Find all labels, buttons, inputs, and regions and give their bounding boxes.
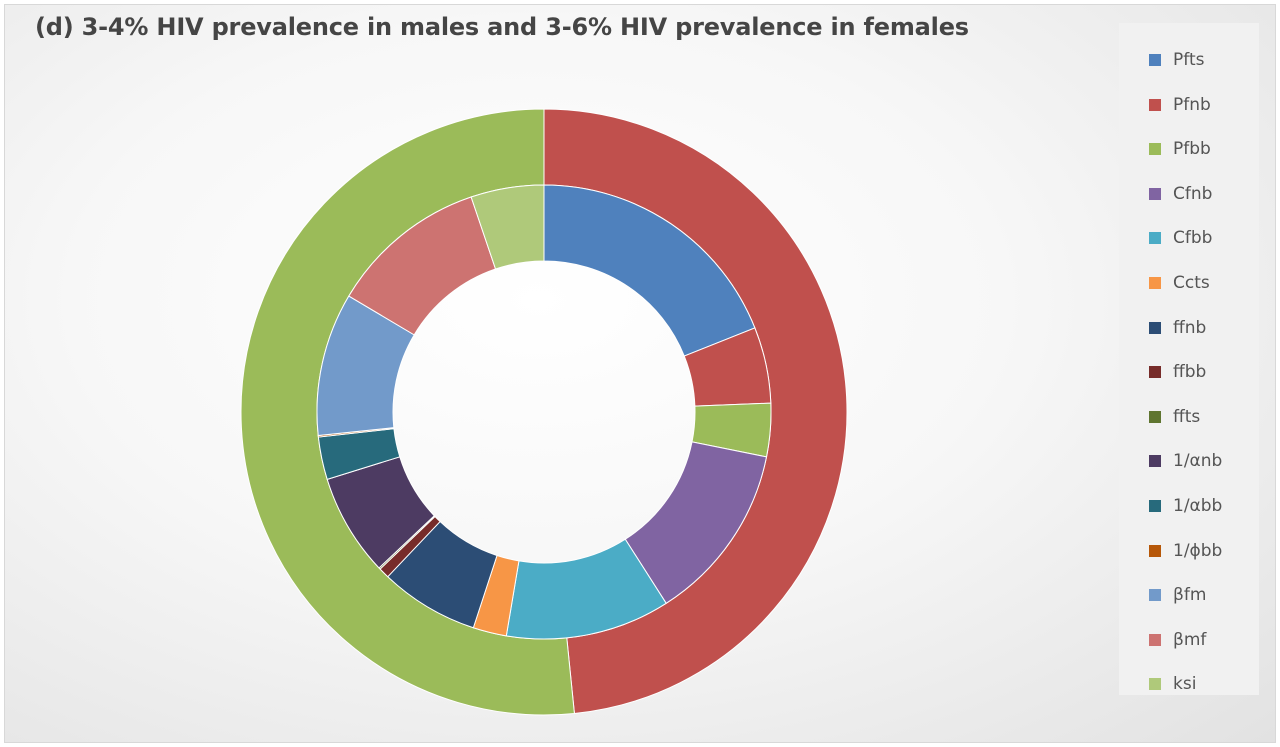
legend-swatch [1149,633,1161,646]
legend-swatch [1149,500,1161,512]
legend-item-ksi: ksi [1149,671,1196,697]
legend-label: Pfnb [1173,94,1211,115]
legend-label: ffts [1173,406,1201,427]
legend-label: Pfts [1173,50,1205,70]
legend-swatch [1149,187,1161,200]
legend-label: βmf [1173,629,1207,650]
legend-swatch [1149,366,1161,379]
legend-label: ksi [1173,674,1197,695]
legend-label: Cfbb [1173,228,1213,249]
legend-item-inv-alpha-nb: 1/αnb [1149,448,1222,474]
legend-item-inv-alpha-bb: 1/αbb [1149,493,1222,519]
legend-label: 1/αnb [1173,451,1223,472]
chart-title: (d) 3-4% HIV prevalence in males and 3-6… [35,13,969,41]
legend-item-ccts: Ccts [1149,270,1210,296]
legend-label: Pfbb [1173,139,1211,160]
doughnut-plot [240,108,848,716]
legend-swatch [1149,98,1161,111]
legend-item-cfnb: Cfnb [1149,181,1212,207]
legend-label: Cfnb [1173,183,1213,204]
legend-item-ffbb: ffbb [1149,359,1206,385]
legend-item-ffts: ffts [1149,404,1200,430]
legend-label: ffbb [1173,362,1207,383]
legend-item-pfnb: Pfnb [1149,92,1211,118]
legend-swatch [1149,54,1161,66]
legend-swatch [1149,143,1161,156]
legend-swatch [1149,321,1161,334]
legend-swatch [1149,410,1161,423]
legend-item-inv-phi-bb: 1/ϕbb [1149,538,1222,564]
legend-item-cfbb: Cfbb [1149,225,1212,251]
legend-label: βfm [1173,585,1207,606]
legend-swatch [1149,232,1161,245]
inner-ring-slice-ksi [470,184,545,270]
legend-label: ffnb [1173,317,1207,338]
legend-item-beta-mf: βmf [1149,627,1206,653]
legend-item-pfbb: Pfbb [1149,136,1211,162]
legend-item-pfts: Pfts [1149,47,1204,73]
legend: Pfts Pfnb Pfbb Cfnb Cfbb Ccts ffnb ffbb ffts 1/αn… [1119,23,1259,695]
legend-swatch [1149,589,1161,602]
legend-swatch [1149,277,1161,289]
legend-swatch [1149,544,1161,557]
legend-item-ffnb: ffnb [1149,315,1206,341]
chart-frame: (d) 3-4% HIV prevalence in males and 3-6… [4,4,1276,743]
legend-label: 1/αbb [1173,496,1223,516]
legend-swatch [1149,455,1161,468]
legend-swatch [1149,678,1161,691]
legend-label: 1/ϕbb [1173,540,1223,561]
legend-label: Ccts [1173,273,1210,293]
legend-item-beta-fm: βfm [1149,582,1206,608]
